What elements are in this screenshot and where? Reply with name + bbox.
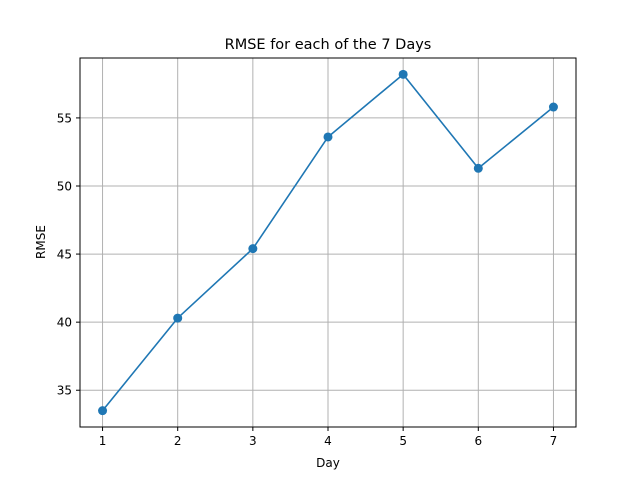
series-layer — [98, 69, 558, 416]
y-tick-label: 55 — [57, 111, 72, 125]
grid-layer — [80, 58, 576, 427]
x-tick-label: 1 — [99, 434, 107, 448]
y-tick-label: 50 — [57, 179, 72, 193]
x-axis-label: Day — [316, 456, 340, 470]
chart-title: RMSE for each of the 7 Days — [225, 37, 432, 53]
data-point — [173, 313, 183, 323]
x-tick-label: 5 — [399, 434, 407, 448]
x-tick-label: 4 — [324, 434, 332, 448]
x-tick-label: 7 — [550, 434, 558, 448]
y-axis-label: RMSE — [34, 225, 48, 259]
data-point — [248, 244, 258, 254]
x-tick-label: 6 — [474, 434, 482, 448]
y-tick-label: 45 — [57, 248, 72, 262]
data-point — [473, 163, 483, 173]
data-point — [323, 132, 333, 142]
data-point — [548, 102, 558, 112]
x-tick-label: 3 — [249, 434, 257, 448]
x-tick-label: 2 — [174, 434, 182, 448]
data-point — [98, 406, 108, 416]
y-tick-label: 35 — [57, 384, 72, 398]
y-tick-label: 40 — [57, 316, 72, 330]
data-point — [398, 69, 408, 79]
